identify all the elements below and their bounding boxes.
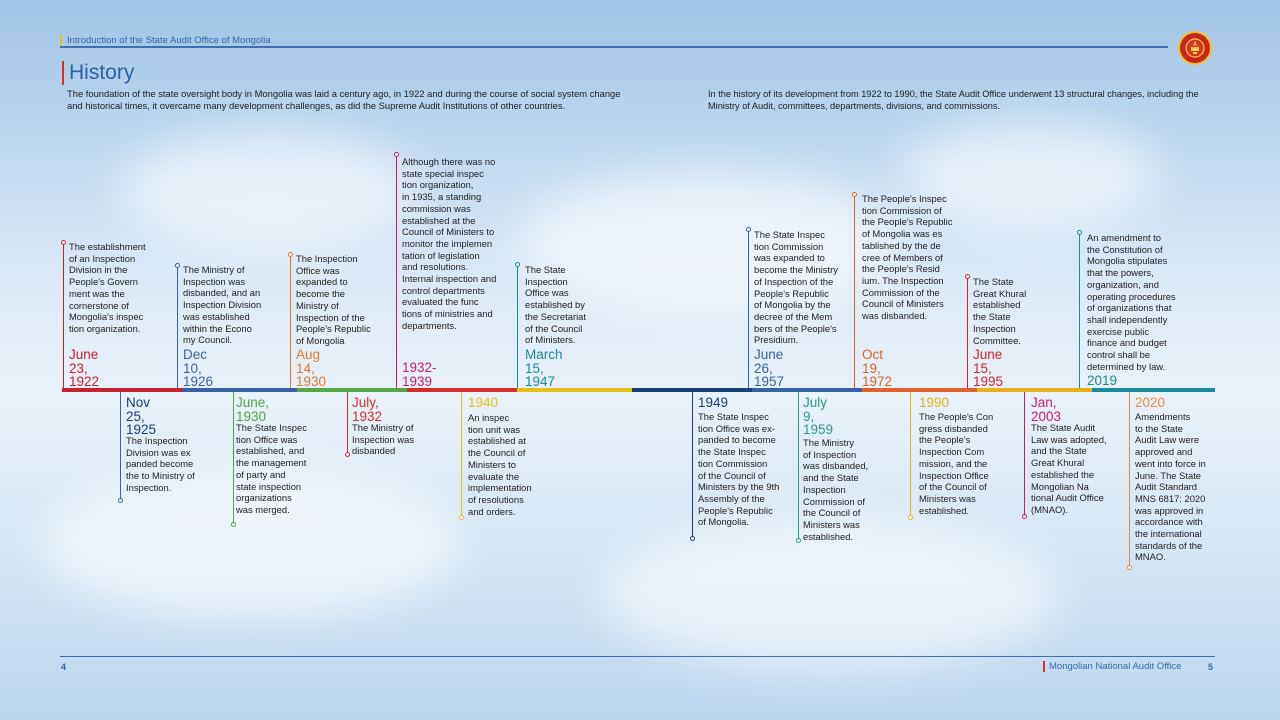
page-number-left: 4 (61, 662, 67, 672)
event-tick (61, 240, 66, 388)
event-description: The People's Con gress disbanded the Peo… (919, 411, 994, 516)
event-description: The Ministry of Inspection was disbanded (352, 422, 415, 457)
event-date: July 9, 1959 (803, 395, 834, 437)
event-tick (394, 152, 399, 388)
event-date: June 15, 1995 (973, 347, 1004, 389)
event-date: 2020 (1135, 395, 1166, 410)
footer-org: Mongolian National Audit Office (1043, 661, 1181, 672)
event-tick (908, 392, 913, 520)
emblem-logo (1178, 31, 1212, 65)
event-date: 1940 (468, 395, 499, 410)
event-tick (118, 392, 123, 503)
event-description: An inspec tion unit was established at t… (468, 412, 532, 517)
event-tick (345, 392, 350, 457)
cloud (900, 120, 1160, 230)
page-number-right: 5 (1208, 662, 1214, 672)
event-description: The establishment of an Inspection Divis… (69, 241, 146, 334)
event-description: The Ministry of Inspection was disbanded… (803, 437, 869, 542)
event-date: Jan, 2003 (1031, 395, 1062, 424)
timeline-axis (62, 388, 1215, 392)
event-date: 1932- 1939 (402, 360, 437, 389)
event-date: June 26, 1957 (754, 347, 785, 389)
event-date: Oct 19, 1972 (862, 347, 893, 389)
axis-segment (62, 388, 182, 392)
event-date: Aug 14, 1930 (296, 347, 327, 389)
event-date: 1990 (919, 395, 950, 410)
event-tick (1127, 392, 1132, 570)
axis-segment (632, 388, 752, 392)
axis-segment (752, 388, 862, 392)
event-description: The State Inspec tion Office was establi… (236, 422, 307, 515)
event-description: Amendments to the State Audit Law were a… (1135, 411, 1206, 563)
event-tick (690, 392, 695, 541)
event-date: March 15, 1947 (525, 347, 563, 389)
event-tick (175, 263, 180, 388)
page-title: History (62, 61, 134, 85)
cloud (520, 170, 900, 310)
event-description: The State Inspec tion Commission was exp… (754, 229, 838, 346)
event-tick (1077, 230, 1082, 388)
axis-segment (517, 388, 632, 392)
event-date: June, 1930 (236, 395, 270, 424)
axis-segment (182, 388, 297, 392)
axis-segment (297, 388, 407, 392)
event-date: July, 1932 (352, 395, 383, 424)
axis-segment (1092, 388, 1215, 392)
event-description: An amendment to the Constitution of Mong… (1087, 232, 1176, 372)
cloud (120, 130, 420, 250)
event-tick (288, 252, 293, 388)
event-tick (515, 262, 520, 388)
event-description: The Inspection Office was expanded to be… (296, 253, 371, 346)
event-tick (796, 392, 801, 543)
event-description: The Ministry of Inspection was disbanded… (183, 264, 262, 346)
header-divider (60, 46, 1168, 48)
event-date: June 23, 1922 (69, 347, 100, 389)
event-description: The State Great Khural established the S… (973, 276, 1027, 346)
event-date: Dec 10, 1926 (183, 347, 214, 389)
intro-paragraph: The foundation of the state oversight bo… (67, 88, 621, 111)
event-date: 2019 (1087, 373, 1118, 388)
event-tick (1022, 392, 1027, 519)
axis-segment (407, 388, 517, 392)
cloud (40, 470, 460, 620)
event-description: The Inspection Division was ex panded be… (126, 435, 195, 493)
cloud (600, 520, 1060, 670)
footer-divider (60, 656, 1215, 657)
event-description: The State Audit Law was adopted, and the… (1031, 422, 1107, 515)
event-date: Nov 25, 1925 (126, 395, 157, 437)
event-tick (852, 192, 857, 388)
event-tick (231, 392, 236, 527)
event-description: The State Inspec tion Office was ex- pan… (698, 411, 780, 528)
history-summary: In the history of its development from 1… (708, 89, 1199, 111)
event-tick (746, 227, 751, 388)
event-tick (965, 274, 970, 388)
event-date: 1949 (698, 395, 729, 410)
event-tick (459, 392, 464, 520)
axis-segment (862, 388, 977, 392)
event-description: Although there was no state special insp… (402, 156, 497, 331)
event-description: The State Inspection Office was establis… (525, 264, 586, 346)
section-header: Introduction of the State Audit Office o… (60, 35, 271, 47)
axis-segment (977, 388, 1092, 392)
event-description: The People's Inspec tion Commission of t… (862, 193, 953, 322)
